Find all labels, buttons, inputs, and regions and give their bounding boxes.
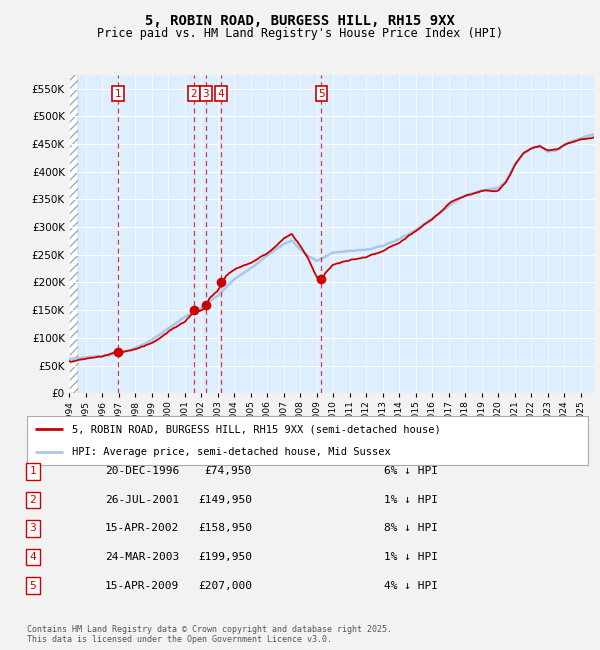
Text: £199,950: £199,950 (198, 552, 252, 562)
Text: 1% ↓ HPI: 1% ↓ HPI (384, 495, 438, 505)
Text: 1% ↓ HPI: 1% ↓ HPI (384, 552, 438, 562)
Text: 5: 5 (29, 580, 37, 591)
Text: 2: 2 (29, 495, 37, 505)
Text: £149,950: £149,950 (198, 495, 252, 505)
Text: £158,950: £158,950 (198, 523, 252, 534)
Text: Contains HM Land Registry data © Crown copyright and database right 2025.: Contains HM Land Registry data © Crown c… (27, 625, 392, 634)
Text: £74,950: £74,950 (205, 466, 252, 476)
Text: 26-JUL-2001: 26-JUL-2001 (105, 495, 179, 505)
Text: 15-APR-2002: 15-APR-2002 (105, 523, 179, 534)
Text: 8% ↓ HPI: 8% ↓ HPI (384, 523, 438, 534)
Text: HPI: Average price, semi-detached house, Mid Sussex: HPI: Average price, semi-detached house,… (72, 447, 391, 456)
Text: 1: 1 (115, 89, 121, 99)
Text: 6% ↓ HPI: 6% ↓ HPI (384, 466, 438, 476)
Text: 20-DEC-1996: 20-DEC-1996 (105, 466, 179, 476)
Text: 15-APR-2009: 15-APR-2009 (105, 580, 179, 591)
Text: 1: 1 (29, 466, 37, 476)
Text: This data is licensed under the Open Government Licence v3.0.: This data is licensed under the Open Gov… (27, 634, 332, 644)
Text: 4: 4 (29, 552, 37, 562)
Text: 4% ↓ HPI: 4% ↓ HPI (384, 580, 438, 591)
Text: 4: 4 (218, 89, 224, 99)
Text: 5, ROBIN ROAD, BURGESS HILL, RH15 9XX (semi-detached house): 5, ROBIN ROAD, BURGESS HILL, RH15 9XX (s… (72, 424, 440, 434)
Text: 5, ROBIN ROAD, BURGESS HILL, RH15 9XX: 5, ROBIN ROAD, BURGESS HILL, RH15 9XX (145, 14, 455, 29)
Text: Price paid vs. HM Land Registry's House Price Index (HPI): Price paid vs. HM Land Registry's House … (97, 27, 503, 40)
Text: 2: 2 (190, 89, 197, 99)
Text: 3: 3 (29, 523, 37, 534)
Text: 3: 3 (203, 89, 209, 99)
Text: 5: 5 (318, 89, 325, 99)
Text: 24-MAR-2003: 24-MAR-2003 (105, 552, 179, 562)
Text: £207,000: £207,000 (198, 580, 252, 591)
